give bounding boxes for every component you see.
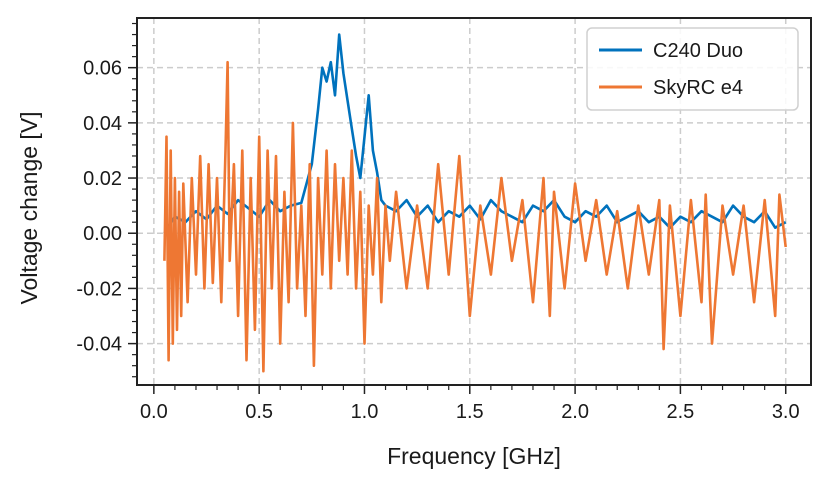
y-axis-label: Voltage change [V] bbox=[16, 111, 42, 304]
x-tick-label: 2.5 bbox=[667, 401, 695, 423]
y-tick-label: 0.04 bbox=[83, 113, 122, 135]
axes: 0.0 0.5 1.0 1.5 2.0 2.5 3.0 -0.04 -0.02 0.00 0.02 0… bbox=[76, 17, 812, 423]
y-tick-label: 0.02 bbox=[83, 168, 122, 190]
x-tick-label: 3.0 bbox=[772, 401, 800, 423]
x-tick-label: 1.5 bbox=[456, 401, 484, 423]
x-tick-label: 0.5 bbox=[245, 401, 273, 423]
x-tick-label: 2.0 bbox=[561, 401, 589, 423]
plot-frame bbox=[136, 17, 812, 386]
y-tick-label: 0.00 bbox=[83, 223, 122, 245]
legend-label-1: SkyRC e4 bbox=[653, 77, 743, 99]
x-axis-label: Frequency [GHz] bbox=[387, 443, 561, 469]
series-lines bbox=[163, 33, 787, 373]
x-tick-label: 1.0 bbox=[351, 401, 379, 423]
y-tick-label: 0.06 bbox=[83, 58, 122, 80]
series-line-1 bbox=[163, 60, 787, 373]
x-tick-label: 0.0 bbox=[140, 401, 168, 423]
y-tick-label: -0.02 bbox=[76, 278, 122, 300]
y-tick-label: -0.04 bbox=[76, 334, 122, 356]
legend: C240 Duo SkyRC e4 bbox=[586, 27, 799, 111]
legend-label-0: C240 Duo bbox=[653, 40, 743, 62]
